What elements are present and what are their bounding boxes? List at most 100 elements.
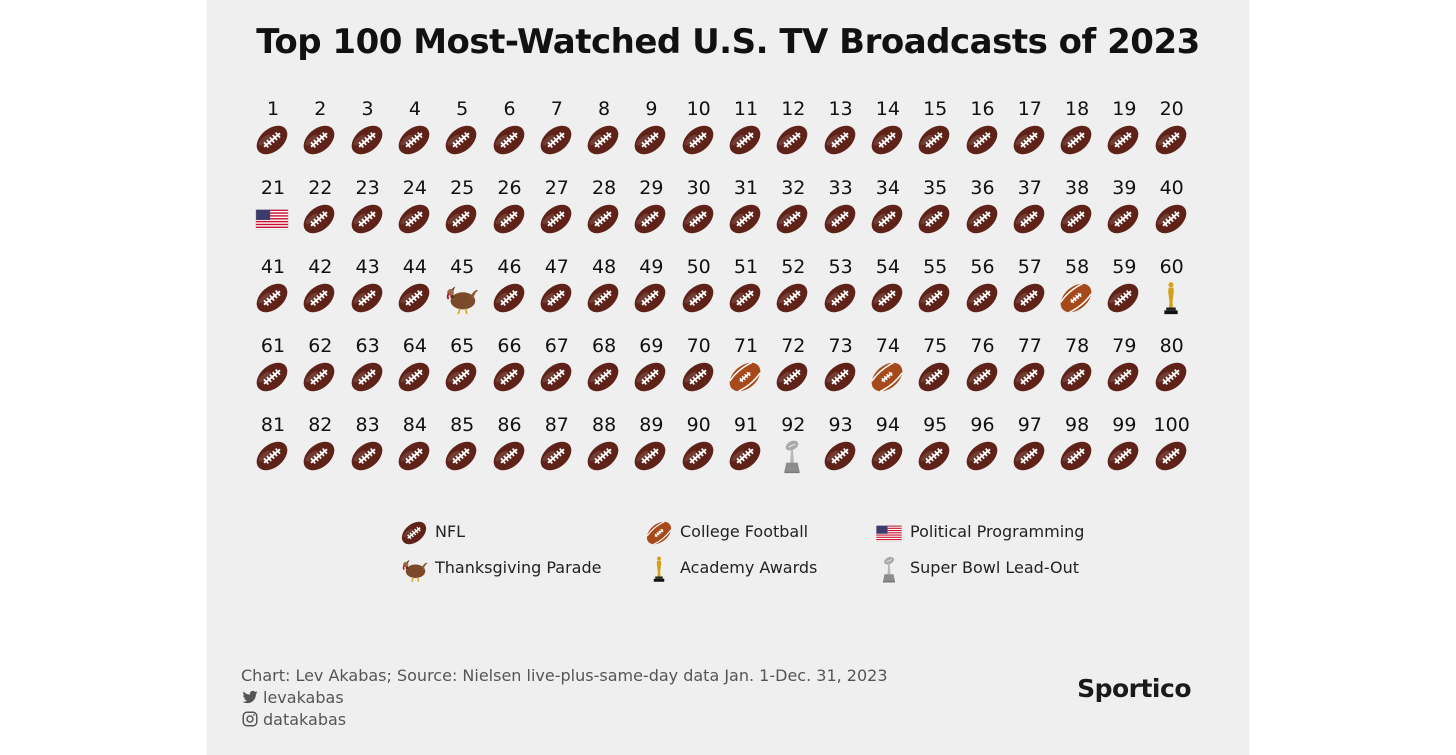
rank-label: 94 (875, 414, 900, 436)
rank-label: 92 (781, 414, 806, 436)
legend-label: NFL (435, 522, 466, 541)
american-football-icon (773, 121, 811, 159)
rank-label: 36 (970, 177, 995, 199)
rank-label: 99 (1112, 414, 1137, 436)
american-football-icon (348, 121, 386, 159)
american-football-icon (915, 279, 953, 317)
american-football-icon (821, 200, 859, 238)
turkey-icon (399, 554, 429, 584)
american-football-icon (1010, 358, 1048, 396)
rank-label: 86 (497, 414, 522, 436)
legend-label: Super Bowl Lead-Out (910, 558, 1080, 577)
rank-label: 59 (1112, 256, 1137, 278)
american-football-icon (1152, 200, 1190, 238)
american-football-icon (395, 437, 433, 475)
rank-label: 50 (686, 256, 711, 278)
rank-label: 9 (645, 98, 658, 120)
rank-label: 43 (355, 256, 380, 278)
american-football-icon (253, 358, 291, 396)
american-football-icon (442, 358, 480, 396)
american-football-icon (490, 437, 528, 475)
american-football-icon (537, 279, 575, 317)
twitter-icon (242, 690, 258, 704)
us-flag-icon (253, 200, 291, 238)
chart-title: Top 100 Most-Watched U.S. TV Broadcasts … (256, 22, 1200, 62)
rank-label: 4 (408, 98, 421, 120)
american-football-icon (490, 200, 528, 238)
rank-label: 31 (733, 177, 759, 199)
american-football-icon (442, 200, 480, 238)
american-football-icon (584, 200, 622, 238)
american-football-icon (821, 437, 859, 475)
american-football-icon (584, 279, 622, 317)
rank-label: 75 (923, 335, 948, 357)
instagram-handle[interactable]: datakabas (241, 710, 346, 729)
american-football-icon (537, 358, 575, 396)
american-football-icon (253, 279, 291, 317)
rank-label: 56 (970, 256, 995, 278)
american-football-icon (395, 358, 433, 396)
rank-label: 72 (781, 335, 806, 357)
american-football-icon (868, 437, 906, 475)
american-football-icon (821, 358, 859, 396)
rank-label: 42 (308, 256, 333, 278)
lombardi-trophy-icon (874, 554, 904, 584)
rank-label: 85 (450, 414, 475, 436)
rank-label: 7 (550, 98, 563, 120)
us-flag-icon (874, 518, 904, 548)
american-football-icon (395, 121, 433, 159)
american-football-icon (1104, 200, 1142, 238)
rank-label: 83 (355, 414, 380, 436)
american-football-icon (631, 358, 669, 396)
lombardi-trophy-icon (773, 437, 811, 475)
rank-label: 16 (970, 98, 995, 120)
american-football-icon (631, 437, 669, 475)
american-football-icon (584, 437, 622, 475)
american-football-icon (490, 279, 528, 317)
instagram-handle-text: datakabas (263, 710, 347, 729)
american-football-icon (490, 121, 528, 159)
american-football-icon (584, 358, 622, 396)
twitter-handle[interactable]: levakabas (241, 688, 344, 707)
american-football-icon (1104, 358, 1142, 396)
rank-label: 33 (828, 177, 853, 199)
rank-label: 98 (1065, 414, 1090, 436)
rank-label: 47 (544, 256, 569, 278)
rank-label: 17 (1017, 98, 1042, 120)
rank-label: 97 (1017, 414, 1042, 436)
rank-label: 52 (781, 256, 806, 278)
rank-label: 66 (497, 335, 522, 357)
rank-label: 28 (592, 177, 617, 199)
rank-label: 60 (1159, 256, 1184, 278)
rank-label: 29 (639, 177, 664, 199)
rank-label: 44 (402, 256, 427, 278)
rank-label: 81 (260, 414, 286, 436)
american-football-icon (679, 437, 717, 475)
rank-label: 68 (592, 335, 617, 357)
college-football-icon (1057, 279, 1095, 317)
rank-label: 62 (308, 335, 333, 357)
rank-label: 96 (970, 414, 995, 436)
american-football-icon (537, 200, 575, 238)
american-football-icon (300, 437, 338, 475)
american-football-icon (395, 200, 433, 238)
american-football-icon (1010, 121, 1048, 159)
rank-label: 5 (456, 98, 469, 120)
rank-label: 2 (314, 98, 327, 120)
oscar-statue-icon (644, 554, 674, 584)
twitter-handle-text: levakabas (263, 688, 344, 707)
rank-label: 12 (781, 98, 806, 120)
american-football-icon (395, 279, 433, 317)
rank-label: 89 (639, 414, 664, 436)
rank-label: 1 (266, 98, 280, 120)
american-football-icon (348, 437, 386, 475)
rank-label: 54 (875, 256, 900, 278)
american-football-icon (300, 279, 338, 317)
american-football-icon (679, 200, 717, 238)
rank-label: 3 (361, 98, 374, 120)
rank-label: 78 (1065, 335, 1090, 357)
rank-label: 35 (923, 177, 948, 199)
rank-label: 67 (544, 335, 569, 357)
rank-label: 26 (497, 177, 522, 199)
american-football-icon (773, 358, 811, 396)
